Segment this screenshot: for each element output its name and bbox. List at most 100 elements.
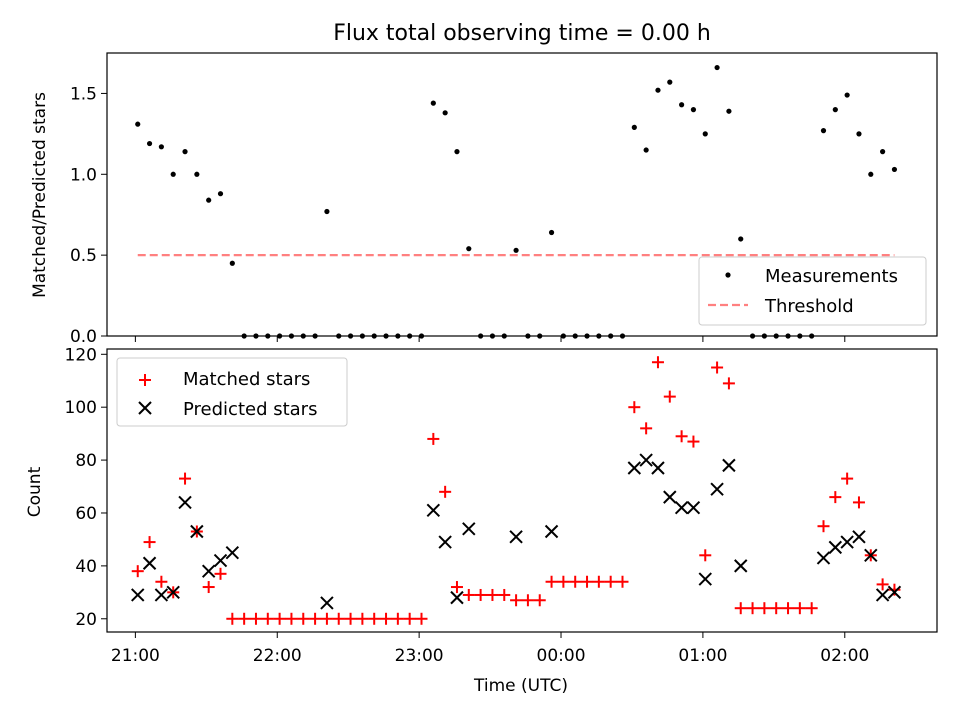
matched-star-point bbox=[403, 612, 416, 625]
matched-star-point bbox=[640, 422, 653, 435]
bottom-y-tick-label: 120 bbox=[65, 345, 97, 365]
matched-star-point bbox=[450, 581, 463, 594]
bottom-y-ticks: 20 40 60 80 100 120 bbox=[65, 345, 107, 630]
matched-star-point bbox=[309, 612, 322, 625]
matched-star-point bbox=[356, 612, 369, 625]
matched-star-point bbox=[273, 612, 286, 625]
matched-star-point bbox=[368, 612, 381, 625]
predicted-star-point bbox=[225, 545, 240, 560]
matched-star-point bbox=[604, 575, 617, 588]
matched-star-point bbox=[226, 612, 239, 625]
measurement-point bbox=[714, 64, 720, 71]
predicted-star-point bbox=[213, 553, 228, 568]
matched-star-point bbox=[533, 594, 546, 607]
measurement-point bbox=[655, 87, 661, 93]
measurement-point bbox=[229, 260, 235, 266]
predicted-star-point bbox=[509, 530, 523, 544]
predicted-star-point bbox=[142, 556, 157, 570]
predicted-star-point bbox=[875, 588, 890, 602]
bottom-y-tick-label: 40 bbox=[75, 557, 97, 577]
chart-title: Flux total observing time = 0.00 h bbox=[333, 21, 711, 46]
measurement-point bbox=[844, 92, 850, 98]
predicted-star-point bbox=[887, 585, 902, 600]
matched-star-point bbox=[462, 588, 475, 601]
top-axes-frame bbox=[106, 52, 938, 337]
predicted-star-point bbox=[178, 495, 192, 510]
legend-matched-label: Matched stars bbox=[183, 369, 310, 390]
x-tick-label: 21:00 bbox=[111, 646, 160, 666]
measurement-point bbox=[158, 144, 164, 150]
predicted-star-point bbox=[651, 461, 665, 475]
x-axis-label: Time (UTC) bbox=[473, 676, 568, 696]
matched-star-point bbox=[722, 377, 735, 390]
measurement-point bbox=[702, 131, 708, 137]
matched-star-point bbox=[793, 602, 806, 615]
predicted-star-point bbox=[627, 461, 642, 475]
measurement-point bbox=[135, 121, 141, 127]
matched-star-point bbox=[238, 612, 251, 625]
measurement-point bbox=[667, 79, 673, 85]
matched-star-point bbox=[782, 602, 795, 615]
matched-star-point bbox=[474, 588, 487, 601]
matched-star-point bbox=[179, 472, 192, 485]
top-data-marks bbox=[135, 64, 898, 339]
matched-star-point bbox=[852, 496, 865, 509]
measurement-point bbox=[832, 107, 838, 113]
predicted-star-point bbox=[686, 500, 701, 515]
matched-star-point bbox=[581, 575, 594, 588]
measurement-point bbox=[891, 166, 898, 173]
matched-star-point bbox=[155, 575, 168, 588]
matched-star-point bbox=[344, 612, 357, 625]
matched-star-point bbox=[297, 612, 310, 625]
predicted-star-point bbox=[710, 482, 724, 496]
predicted-star-point bbox=[154, 588, 169, 602]
measurement-point bbox=[170, 171, 176, 177]
predicted-star-point bbox=[674, 500, 689, 515]
predicted-star-point bbox=[438, 535, 452, 549]
predicted-star-point bbox=[639, 453, 653, 467]
matched-star-point bbox=[758, 602, 771, 615]
matched-star-point bbox=[675, 430, 688, 443]
predicted-star-point bbox=[426, 503, 441, 518]
matched-star-point bbox=[628, 401, 641, 414]
bottom-axes-frame bbox=[106, 348, 938, 633]
legend-measurements-label: Measurements bbox=[765, 266, 898, 287]
measurement-point bbox=[548, 229, 555, 236]
matched-star-point bbox=[699, 549, 712, 562]
matched-star-point bbox=[569, 575, 582, 588]
matched-star-point bbox=[498, 588, 511, 601]
measurement-point bbox=[217, 191, 224, 197]
matched-star-point bbox=[427, 432, 440, 445]
matched-star-point bbox=[841, 472, 854, 485]
measurement-point bbox=[206, 197, 212, 203]
matched-star-point bbox=[829, 491, 842, 504]
predicted-star-point bbox=[852, 530, 866, 544]
measurement-point bbox=[182, 149, 188, 155]
predicted-star-point bbox=[462, 522, 476, 536]
matched-star-point bbox=[332, 612, 345, 625]
measurement-point bbox=[679, 102, 685, 108]
predicted-star-point bbox=[840, 535, 854, 549]
matched-star-point bbox=[746, 602, 759, 615]
measurement-point bbox=[856, 131, 862, 137]
x-tick-label: 00:00 bbox=[537, 646, 586, 666]
predicted-star-point bbox=[450, 590, 464, 605]
top-y-tick-label: 1.0 bbox=[70, 165, 97, 185]
matched-star-point bbox=[510, 594, 523, 607]
predicted-star-point bbox=[698, 572, 712, 586]
matched-star-point bbox=[616, 575, 629, 588]
top-y-tick-label: 0.0 bbox=[70, 327, 97, 347]
bottom-x-ticks: 21:00 22:00 23:00 00:00 01:00 02:00 bbox=[111, 632, 869, 666]
measurement-point bbox=[454, 149, 460, 155]
top-y-tick-label: 1.5 bbox=[70, 84, 97, 104]
matched-star-point bbox=[687, 435, 700, 448]
bottom-panel: Count Time (UTC) 20 40 60 80 100 120 21:00 22:… bbox=[25, 345, 938, 696]
predicted-star-point bbox=[190, 524, 204, 539]
bottom-y-tick-label: 80 bbox=[75, 451, 97, 471]
matched-star-point bbox=[770, 602, 783, 615]
matched-star-point bbox=[391, 612, 404, 625]
measurement-point bbox=[643, 147, 649, 153]
matched-star-point bbox=[557, 575, 570, 588]
matched-star-point bbox=[805, 602, 818, 615]
top-panel: Flux total observing time = 0.00 h Match… bbox=[30, 21, 938, 347]
